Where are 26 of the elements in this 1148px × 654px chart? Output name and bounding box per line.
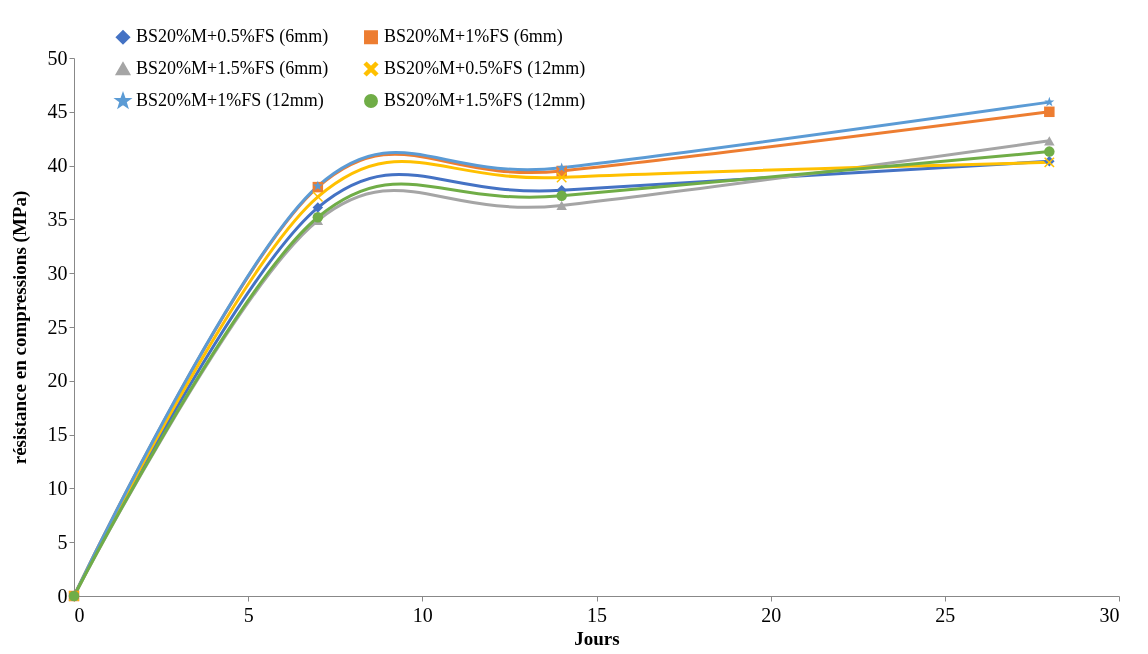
x-tick-label: 30 [1099,603,1120,626]
y-tick-label: 10 [47,476,68,499]
y-tick-label: 25 [47,315,68,338]
x-axis-title: Jours [574,627,620,649]
legend-label: BS20%M+1.5%FS (12mm) [384,90,586,111]
x-tick-label: 5 [243,603,254,626]
y-tick-label: 35 [47,207,68,230]
y-tick-label: 15 [47,423,68,446]
x-tick-label: 25 [935,603,956,626]
y-tick-label: 30 [47,261,68,284]
y-tick-label: 45 [47,100,68,123]
legend-label: BS20%M+0.5%FS (12mm) [384,58,586,79]
legend-label: BS20%M+1%FS (12mm) [136,90,324,111]
x-tick-label: 0 [74,603,85,626]
y-tick-label: 50 [47,46,68,69]
x-tick-label: 10 [412,603,433,626]
y-axis-title: résistance en compressions (MPa) [8,190,31,465]
y-tick-label: 40 [47,154,68,177]
y-tick-label: 0 [57,584,68,607]
legend-label: BS20%M+0.5%FS (6mm) [136,26,329,48]
x-tick-label: 20 [761,603,782,626]
y-tick-label: 20 [47,369,68,392]
y-tick-label: 5 [57,530,68,553]
legend-label: BS20%M+1.5%FS (6mm) [136,58,329,79]
legend-label: BS20%M+1%FS (6mm) [384,26,563,48]
x-tick-label: 15 [587,603,607,626]
